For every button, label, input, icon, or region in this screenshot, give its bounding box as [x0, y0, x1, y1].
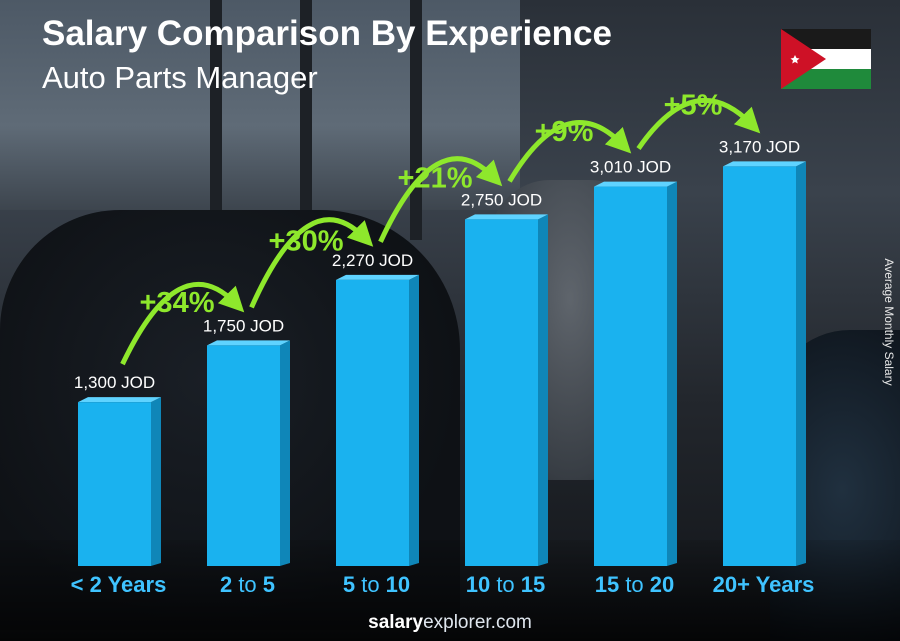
bar-top: [723, 161, 806, 167]
bar: [723, 166, 796, 566]
growth-arrow: [249, 217, 374, 309]
x-tick-label: 10 to 15: [466, 572, 546, 597]
value-label: 2,750 JOD: [461, 190, 542, 209]
bar: [78, 402, 151, 566]
growth-label: +9%: [535, 116, 594, 148]
bar-top: [336, 274, 419, 280]
jordan-flag-icon: [781, 29, 871, 89]
growth-arrow: [378, 156, 503, 243]
chart-title: Salary Comparison By Experience: [42, 14, 612, 53]
x-tick-label: < 2 Years: [71, 572, 167, 597]
growth-label: +21%: [398, 163, 473, 195]
footer-brand-bold: salary: [368, 612, 424, 633]
bar-side: [409, 274, 419, 566]
bar-side: [151, 397, 161, 566]
bar-side: [667, 181, 677, 566]
growth-label: +5%: [664, 89, 723, 121]
footer-brand-light: explorer.com: [423, 612, 532, 633]
bar-top: [594, 181, 677, 187]
background-window: [0, 0, 520, 210]
x-tick-label: 20+ Years: [713, 572, 815, 597]
value-label: 3,170 JOD: [719, 137, 800, 156]
bar-side: [538, 214, 548, 567]
bar-top: [207, 340, 290, 346]
value-label: 2,270 JOD: [332, 251, 413, 270]
chart-subtitle: Auto Parts Manager: [42, 60, 318, 95]
x-tick-label: 15 to 20: [595, 572, 675, 597]
bar-top: [78, 397, 161, 403]
growth-arrow: [507, 120, 632, 183]
growth-label: +34%: [140, 287, 215, 319]
bar-side: [796, 161, 806, 566]
background-frame: [210, 0, 222, 240]
value-label: 3,010 JOD: [590, 158, 671, 177]
bar-side: [280, 340, 290, 566]
growth-label: +30%: [269, 226, 344, 258]
bar-top: [465, 214, 548, 220]
value-label: 1,750 JOD: [203, 316, 284, 335]
background-frame: [300, 0, 312, 240]
bar: [207, 345, 280, 566]
bar: [336, 279, 409, 566]
footer-brand[interactable]: salaryexplorer.com: [0, 612, 900, 634]
bar: [594, 186, 667, 566]
growth-arrow: [120, 282, 245, 366]
value-label: 1,300 JOD: [74, 373, 155, 392]
x-tick-label: 5 to 10: [343, 572, 410, 597]
bar: [465, 219, 538, 567]
growth-arrow: [636, 98, 761, 150]
x-tick-label: 2 to 5: [220, 572, 275, 597]
